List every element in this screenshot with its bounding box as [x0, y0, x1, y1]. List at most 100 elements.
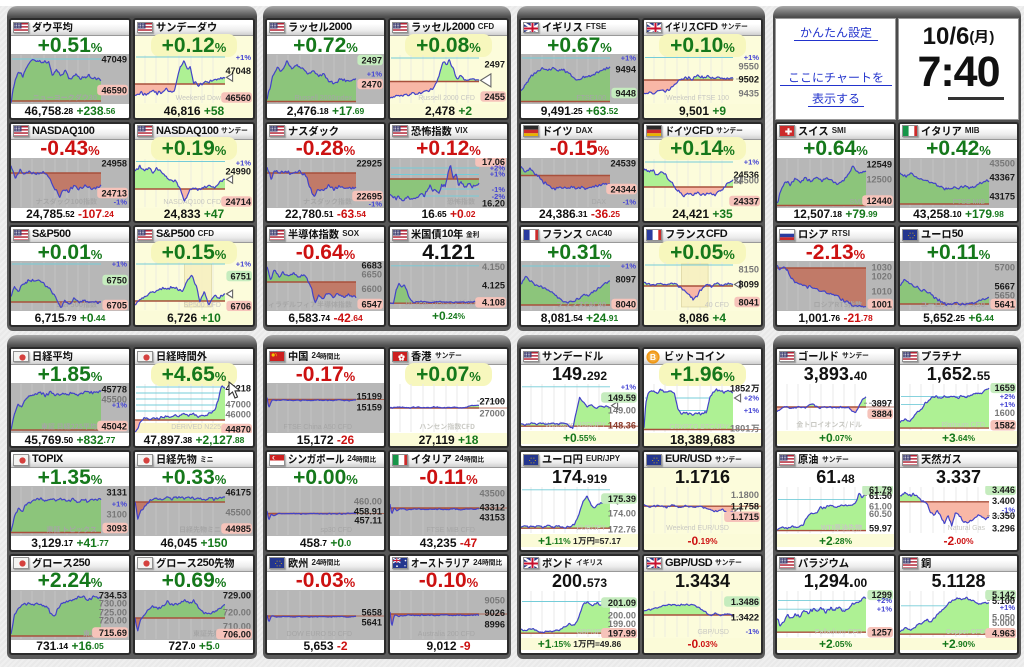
- svg-text:6547: 6547: [362, 300, 382, 310]
- svg-text:+1%: +1%: [877, 604, 893, 613]
- svg-text:201.09: 201.09: [608, 598, 636, 608]
- svg-text:NASDAQ100 CFD: NASDAQ100 CFD: [163, 199, 221, 206]
- svg-text:+1%: +1%: [621, 262, 637, 271]
- svg-text:1020: 1020: [872, 272, 892, 282]
- svg-text:sp30 CFD: sp30 CFD: [320, 527, 352, 534]
- svg-text:172.76: 172.76: [608, 525, 636, 534]
- svg-text:720.00: 720.00: [99, 615, 127, 625]
- svg-text:47049: 47049: [101, 54, 127, 64]
- svg-text:8041: 8041: [739, 298, 759, 308]
- svg-text:22925: 22925: [356, 158, 382, 168]
- svg-text:46560: 46560: [225, 93, 251, 103]
- svg-text:46590: 46590: [101, 85, 127, 95]
- svg-text:6751: 6751: [231, 272, 251, 282]
- svg-text:460.00: 460.00: [354, 497, 382, 507]
- svg-text:3.446: 3.446: [992, 486, 1015, 495]
- svg-text:1659: 1659: [995, 383, 1015, 393]
- svg-text:43500: 43500: [479, 489, 505, 499]
- svg-text:Palladium CFD: Palladium CFD: [815, 629, 862, 636]
- svg-text:Weekend FTSE 100: Weekend FTSE 100: [666, 95, 729, 102]
- svg-text:12549: 12549: [866, 159, 892, 169]
- svg-text:47048: 47048: [225, 66, 251, 76]
- svg-text:1600: 1600: [995, 408, 1015, 418]
- svg-text:Weekend USD/JPY: Weekend USD/JPY: [545, 422, 606, 429]
- svg-text:2497: 2497: [485, 59, 505, 69]
- svg-text:3.350: 3.350: [992, 511, 1015, 521]
- svg-text:61.50: 61.50: [869, 491, 892, 501]
- svg-text:1801: 1801: [730, 423, 750, 433]
- svg-text:44870: 44870: [225, 424, 251, 433]
- svg-text:3100: 3100: [107, 510, 127, 520]
- svg-text:43367: 43367: [989, 172, 1015, 182]
- svg-text:Australia 200 CFD: Australia 200 CFD: [418, 631, 475, 638]
- svg-text:720.00: 720.00: [223, 607, 251, 617]
- svg-text:+1%: +1%: [744, 54, 760, 62]
- svg-text:Russell 2000index: Russell 2000index: [295, 95, 353, 102]
- svg-text:3131: 3131: [107, 488, 127, 498]
- svg-text:45500: 45500: [225, 508, 251, 518]
- svg-text:10-Year Treasury Yield: 10-Year Treasury Yield: [404, 300, 475, 307]
- svg-text:2455: 2455: [485, 92, 505, 102]
- svg-text:1299: 1299: [872, 590, 892, 600]
- svg-text:1001: 1001: [872, 300, 892, 310]
- svg-text:+2%: +2%: [1000, 392, 1016, 401]
- svg-text:149.00: 149.00: [608, 405, 636, 415]
- svg-text:5641: 5641: [362, 617, 382, 627]
- svg-text:-2%: -2%: [492, 192, 506, 201]
- svg-text:1852: 1852: [730, 383, 750, 393]
- svg-text:FTSE MIB: FTSE MIB: [953, 199, 986, 206]
- svg-text:149.59: 149.59: [608, 393, 636, 403]
- svg-text:DOW EURO 50 CFD: DOW EURO 50 CFD: [287, 631, 352, 638]
- svg-text:27100: 27100: [479, 396, 505, 406]
- svg-text:9026: 9026: [485, 608, 505, 618]
- svg-text:FTSE MIB CFD: FTSE MIB CFD: [426, 527, 475, 534]
- svg-text:SMI: SMI: [850, 199, 863, 206]
- svg-text:+1%: +1%: [744, 158, 760, 167]
- svg-text:-1%: -1%: [369, 199, 383, 208]
- svg-text:5641: 5641: [995, 300, 1015, 310]
- svg-text:200.00: 200.00: [608, 610, 636, 620]
- svg-text:+1%: +1%: [744, 406, 760, 415]
- svg-text:43312: 43312: [479, 503, 505, 513]
- svg-text:Natural Gas: Natural Gas: [948, 525, 986, 532]
- svg-text:715.69: 715.69: [99, 628, 127, 638]
- svg-text:+1%: +1%: [236, 158, 252, 167]
- svg-text:1.3422: 1.3422: [731, 612, 759, 622]
- svg-text:175.39: 175.39: [608, 494, 636, 504]
- svg-text:5.100: 5.100: [992, 596, 1015, 606]
- svg-text:1.1715: 1.1715: [731, 512, 759, 522]
- svg-text:+2%: +2%: [877, 596, 893, 605]
- svg-text:3.400: 3.400: [992, 496, 1015, 506]
- svg-text:46000: 46000: [225, 409, 251, 419]
- svg-text:DAX: DAX: [592, 199, 607, 206]
- svg-text:4.125: 4.125: [482, 281, 505, 291]
- svg-text:2497: 2497: [362, 55, 382, 65]
- svg-text:61.00: 61.00: [869, 502, 892, 512]
- svg-text:-1%: -1%: [1002, 506, 1016, 515]
- svg-text:15199: 15199: [356, 391, 382, 401]
- svg-text:6750: 6750: [107, 276, 127, 286]
- svg-text:457.11: 457.11: [354, 516, 382, 526]
- svg-text:730.00: 730.00: [99, 598, 127, 608]
- svg-text:5700: 5700: [995, 263, 1015, 273]
- svg-text:6706: 6706: [231, 302, 251, 312]
- svg-text:24990: 24990: [225, 166, 251, 176]
- svg-text:6650: 6650: [362, 270, 382, 280]
- svg-text:-1%: -1%: [623, 197, 637, 206]
- svg-text:43500: 43500: [989, 158, 1015, 168]
- svg-text:-1%: -1%: [492, 185, 506, 194]
- svg-text:199.00: 199.00: [608, 619, 636, 629]
- svg-text:Weekend EUR/USD: Weekend EUR/USD: [666, 525, 729, 532]
- svg-text:8996: 8996: [485, 619, 505, 629]
- svg-text:2470: 2470: [362, 79, 382, 89]
- svg-text:197.99: 197.99: [608, 628, 636, 637]
- svg-text:-1%: -1%: [114, 197, 128, 206]
- svg-text:17.06: 17.06: [482, 158, 505, 167]
- svg-text:FTSE100: FTSE100: [576, 95, 606, 102]
- svg-text:+2%: +2%: [490, 163, 506, 172]
- svg-text:24337: 24337: [733, 196, 759, 206]
- svg-text:24344: 24344: [610, 184, 636, 194]
- svg-text:+1%: +1%: [112, 261, 128, 269]
- svg-text:8097: 8097: [616, 275, 636, 285]
- svg-text:+1%: +1%: [1000, 602, 1016, 611]
